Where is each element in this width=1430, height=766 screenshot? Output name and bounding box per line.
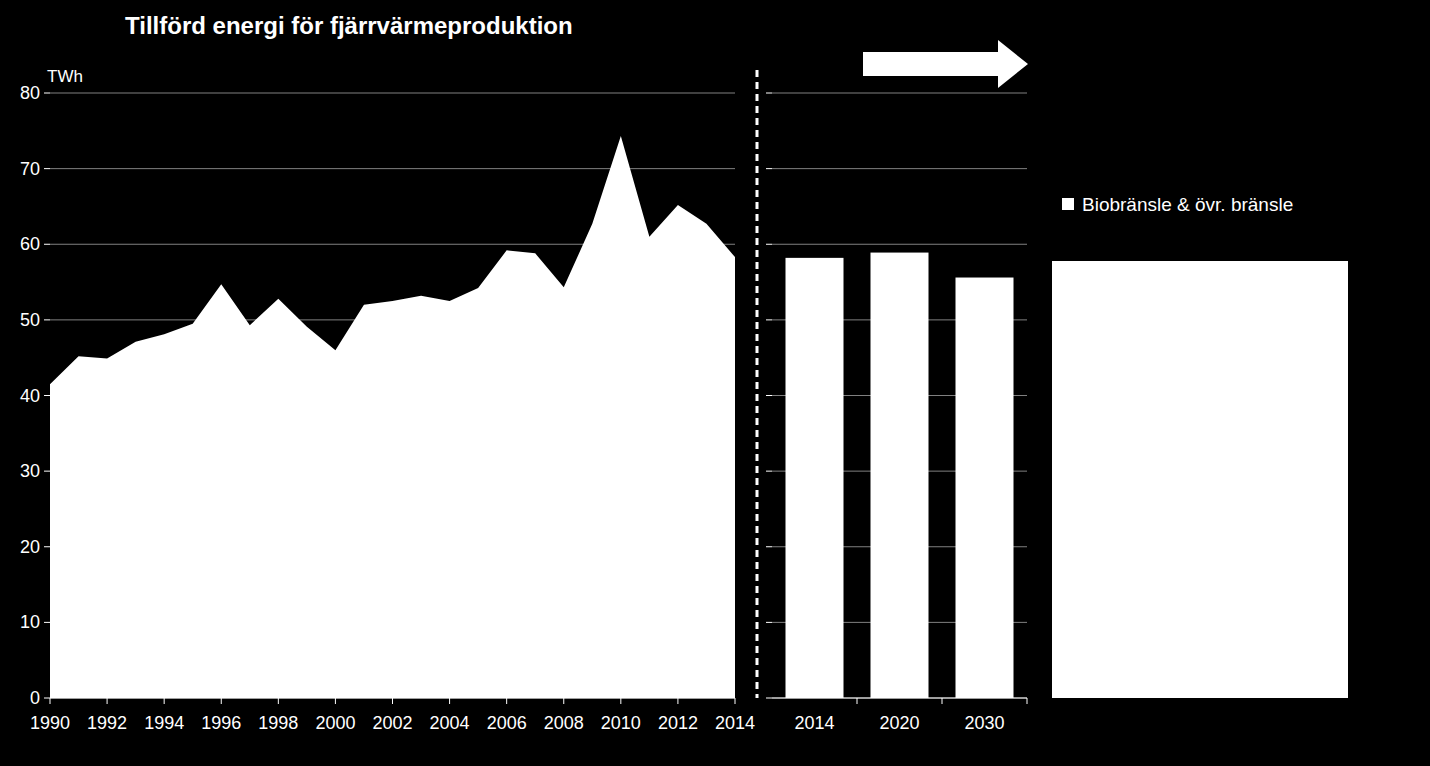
x-tick xyxy=(164,698,165,704)
y-tick xyxy=(44,168,50,169)
x-tick xyxy=(221,698,222,704)
y-tick-label: 30 xyxy=(20,461,40,481)
bar xyxy=(871,253,929,698)
y-tick xyxy=(766,395,772,396)
y-tick xyxy=(44,698,50,699)
grid-line xyxy=(50,168,735,169)
x-tick-label: 1994 xyxy=(144,713,184,733)
y-tick xyxy=(766,168,772,169)
x-tick-label: 2012 xyxy=(658,713,698,733)
y-axis-label: TWh xyxy=(47,67,83,86)
y-tick xyxy=(766,622,772,623)
area-group xyxy=(50,136,735,698)
x-tick xyxy=(449,698,450,704)
x-tick-label: 1996 xyxy=(201,713,241,733)
grid-line xyxy=(772,244,1027,245)
x-tick xyxy=(50,698,51,704)
y-tick-label: 50 xyxy=(20,310,40,330)
x-tick xyxy=(107,698,108,704)
y-tick xyxy=(44,546,50,547)
y-tick xyxy=(766,546,772,547)
chart-title: Tillförd energi för fjärrvärmeproduktion xyxy=(125,12,573,39)
x-tick-label: 2004 xyxy=(430,713,470,733)
white-panel xyxy=(1052,261,1348,698)
x-tick-label: 2002 xyxy=(372,713,412,733)
x-tick-label: 2020 xyxy=(879,713,919,733)
x-tick xyxy=(392,698,393,704)
y-tick-label: 60 xyxy=(20,234,40,254)
y-tick xyxy=(44,395,50,396)
y-tick xyxy=(766,319,772,320)
x-tick xyxy=(335,698,336,704)
x-tick-label: 2000 xyxy=(315,713,355,733)
x-tick xyxy=(677,698,678,704)
y-tick-label: 70 xyxy=(20,159,40,179)
x-tick-label: 1998 xyxy=(258,713,298,733)
bar xyxy=(786,258,844,698)
y-tick xyxy=(766,471,772,472)
y-tick xyxy=(44,319,50,320)
x-tick xyxy=(735,698,736,704)
x-tick-label: 2008 xyxy=(544,713,584,733)
grid-line xyxy=(772,168,1027,169)
y-tick xyxy=(766,244,772,245)
grid-line xyxy=(772,93,1027,94)
legend-swatch xyxy=(1062,198,1074,210)
grid-line xyxy=(772,698,1027,699)
bar xyxy=(956,278,1014,698)
legend-label: Biobränsle & övr. bränsle xyxy=(1082,194,1293,215)
x-tick-label: 1992 xyxy=(87,713,127,733)
area xyxy=(50,136,735,698)
arrow xyxy=(863,40,1028,88)
y-tick xyxy=(766,698,772,699)
x-tick xyxy=(278,698,279,704)
y-tick xyxy=(44,93,50,94)
y-tick-label: 10 xyxy=(20,612,40,632)
y-tick-label: 20 xyxy=(20,537,40,557)
y-tick xyxy=(44,471,50,472)
y-tick xyxy=(766,93,772,94)
x-tick xyxy=(620,698,621,704)
bar-group xyxy=(786,253,1014,698)
y-tick-label: 40 xyxy=(20,386,40,406)
x-band-tick xyxy=(857,698,858,704)
x-tick-label: 2014 xyxy=(715,713,755,733)
x-tick xyxy=(563,698,564,704)
x-tick xyxy=(506,698,507,704)
x-tick-label: 2030 xyxy=(964,713,1004,733)
y-tick xyxy=(44,244,50,245)
separator xyxy=(756,70,759,698)
y-tick xyxy=(44,622,50,623)
x-band-tick xyxy=(1027,698,1028,704)
y-tick-label: 80 xyxy=(20,83,40,103)
x-tick-label: 2010 xyxy=(601,713,641,733)
grid-line xyxy=(50,93,735,94)
x-band-tick xyxy=(942,698,943,704)
x-tick-label: 1990 xyxy=(30,713,70,733)
x-axis-line xyxy=(772,698,1027,699)
chart-canvas: Tillförd energi för fjärrvärmeproduktion… xyxy=(0,0,1430,766)
x-tick-label: 2014 xyxy=(794,713,834,733)
x-tick-label: 2006 xyxy=(487,713,527,733)
y-tick-label: 0 xyxy=(30,688,40,708)
